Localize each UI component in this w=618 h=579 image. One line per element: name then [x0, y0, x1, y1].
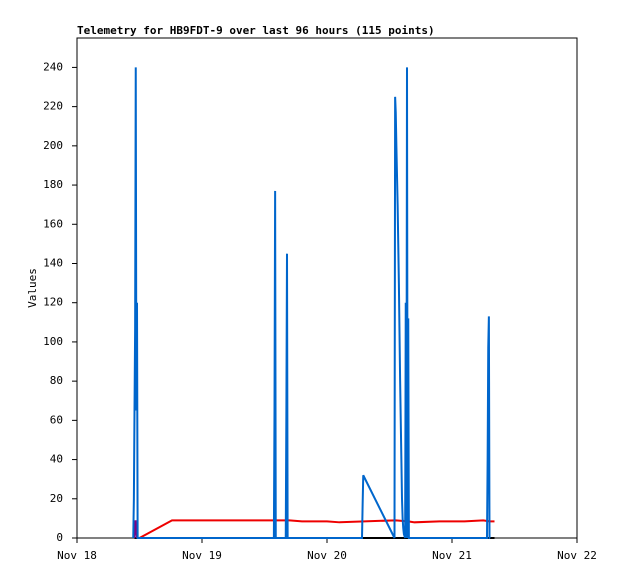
- series-line: [139, 519, 495, 539]
- y-tick-label: 220: [43, 100, 63, 113]
- y-tick-label: 20: [50, 492, 63, 505]
- y-tick-label: 60: [50, 413, 63, 426]
- x-tick-label: Nov 18: [57, 549, 97, 562]
- x-tick-label: Nov 19: [182, 549, 222, 562]
- x-tick-label: Nov 20: [307, 549, 347, 562]
- plot-frame: [76, 37, 578, 539]
- chart-title: Telemetry for HB9FDT-9 over last 96 hour…: [77, 24, 435, 37]
- y-tick-label: 120: [43, 296, 63, 309]
- y-tick-label: 180: [43, 178, 63, 191]
- y-tick-label: 160: [43, 217, 63, 230]
- y-tick-label: 80: [50, 374, 63, 387]
- y-tick-label: 140: [43, 256, 63, 269]
- y-axis-label: Values: [26, 268, 39, 308]
- x-tick-label: Nov 21: [432, 549, 472, 562]
- y-tick-label: 0: [56, 531, 63, 544]
- x-tick-label: Nov 22: [557, 549, 597, 562]
- y-tick-label: 200: [43, 139, 63, 152]
- y-tick-label: 240: [43, 60, 63, 73]
- y-tick-label: 100: [43, 335, 63, 348]
- y-tick-label: 40: [50, 453, 63, 466]
- series-line: [132, 67, 491, 539]
